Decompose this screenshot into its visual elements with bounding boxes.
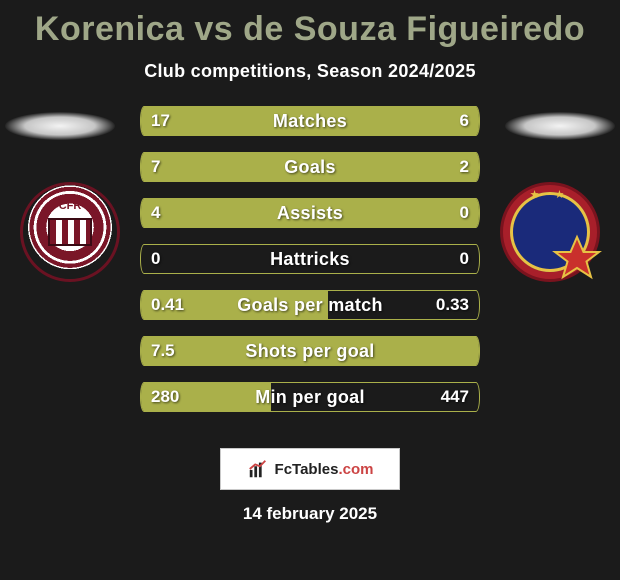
stat-row: Goals per match0.41 0.33: [140, 290, 480, 320]
comparison-stage: CFR ★ ★ Matches176Goals72Assists40Hattri…: [0, 112, 620, 452]
stat-value-right: 2: [460, 153, 469, 181]
stat-label: Min per goal: [141, 383, 479, 411]
stat-rows: Matches176Goals72Assists40Hattricks00Goa…: [140, 106, 480, 428]
brand-text: FcTables.com: [275, 461, 374, 478]
stat-row: Goals7 2: [140, 152, 480, 182]
stat-value-right: 447: [441, 383, 469, 411]
stat-label: Matches: [141, 107, 479, 135]
crest-left: CFR: [20, 182, 120, 282]
stat-value-left: 0.41: [151, 291, 184, 319]
stat-row: Shots per goal7.5: [140, 336, 480, 366]
stat-row: Matches17 6: [140, 106, 480, 136]
subtitle: Club competitions, Season 2024/2025: [0, 49, 620, 82]
stat-label: Shots per goal: [141, 337, 479, 365]
stat-label: Goals per match: [141, 291, 479, 319]
stat-value-left: 7: [151, 153, 160, 181]
stat-label: Hattricks: [141, 245, 479, 273]
bars-icon: [247, 458, 269, 480]
crest-right: ★ ★: [500, 182, 600, 282]
comparison-date: 14 february 2025: [0, 504, 620, 524]
stat-row: Min per goal280 447: [140, 382, 480, 412]
stat-value-right: 0.33: [436, 291, 469, 319]
brand-box[interactable]: FcTables.com: [220, 448, 400, 490]
spotlight-right: [505, 112, 615, 140]
stat-value-left: 0: [151, 245, 160, 273]
stat-value-left: 280: [151, 383, 179, 411]
page-title: Korenica vs de Souza Figueiredo: [0, 0, 620, 49]
stat-row: Hattricks0 0: [140, 244, 480, 274]
stat-value-left: 7.5: [151, 337, 175, 365]
stat-value-right: 0: [460, 245, 469, 273]
stat-value-right: 6: [460, 107, 469, 135]
spotlight-left: [5, 112, 115, 140]
stat-value-right: 0: [460, 199, 469, 227]
stat-value-left: 17: [151, 107, 170, 135]
stat-value-left: 4: [151, 199, 160, 227]
stat-label: Goals: [141, 153, 479, 181]
stat-row: Assists4 0: [140, 198, 480, 228]
star-icon: [550, 232, 604, 286]
stat-label: Assists: [141, 199, 479, 227]
